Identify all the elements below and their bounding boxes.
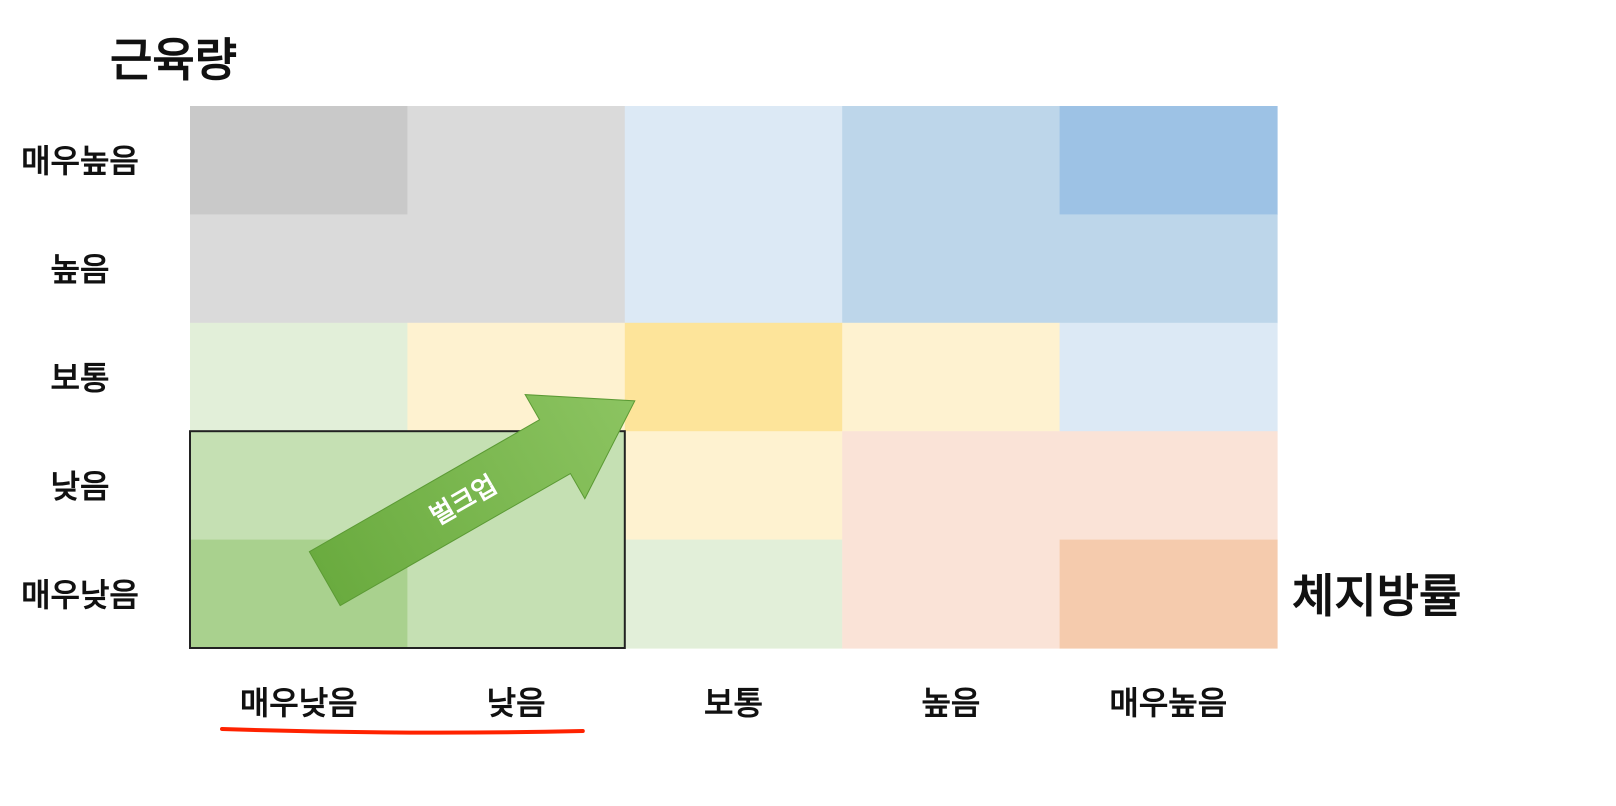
- heatmap-cell: [407, 214, 626, 324]
- y-axis-title: 근육량: [110, 33, 237, 87]
- x-axis-tick-labels: 매우낮음 낮음 보통 높음 매우높음: [240, 684, 1227, 722]
- x-tick-label: 낮음: [487, 684, 546, 722]
- highlight-region-box: [189, 430, 626, 650]
- heatmap-cell: [407, 106, 626, 215]
- y-tick-label: 보통: [51, 359, 110, 397]
- heatmap-cell: [842, 539, 1061, 649]
- heatmap-cell: [407, 539, 626, 649]
- y-tick-label: 매우낮음: [21, 576, 139, 614]
- y-tick-label: 낮음: [51, 467, 110, 505]
- heatmap-cell: [842, 431, 1061, 541]
- underline-mark: [220, 727, 585, 735]
- x-tick-label: 높음: [921, 684, 980, 722]
- y-tick-label: 높음: [51, 251, 110, 289]
- x-tick-label: 매우낮음: [240, 684, 358, 722]
- heatmap-cell: [190, 322, 408, 432]
- heatmap-cell: [842, 322, 1061, 432]
- heatmap-cell: [842, 214, 1061, 324]
- x-category-underline: [220, 727, 585, 735]
- heatmap-cell: [624, 106, 843, 215]
- y-tick-label: 매우높음: [21, 142, 139, 180]
- heatmap-cell: [624, 214, 843, 324]
- heatmap-cell: [1059, 322, 1278, 432]
- x-tick-label: 매우높음: [1109, 684, 1227, 722]
- heatmap-cell: [624, 431, 843, 541]
- x-tick-label: 보통: [704, 684, 763, 722]
- heatmap-cell: [1059, 431, 1278, 541]
- heatmap-cell: [624, 539, 843, 649]
- heatmap-cell: [842, 106, 1061, 215]
- x-axis-title: 체지방률: [1292, 569, 1461, 623]
- heatmap-cells: [190, 106, 1278, 649]
- heatmap-cell: [1059, 214, 1278, 324]
- heatmap-cell: [190, 106, 408, 215]
- heatmap-cell: [624, 322, 843, 432]
- arrow-shape: [308, 394, 636, 607]
- heatmap-cell: [190, 214, 408, 324]
- heatmap-cell: [1059, 106, 1278, 215]
- heatmap-cell: [1059, 539, 1278, 649]
